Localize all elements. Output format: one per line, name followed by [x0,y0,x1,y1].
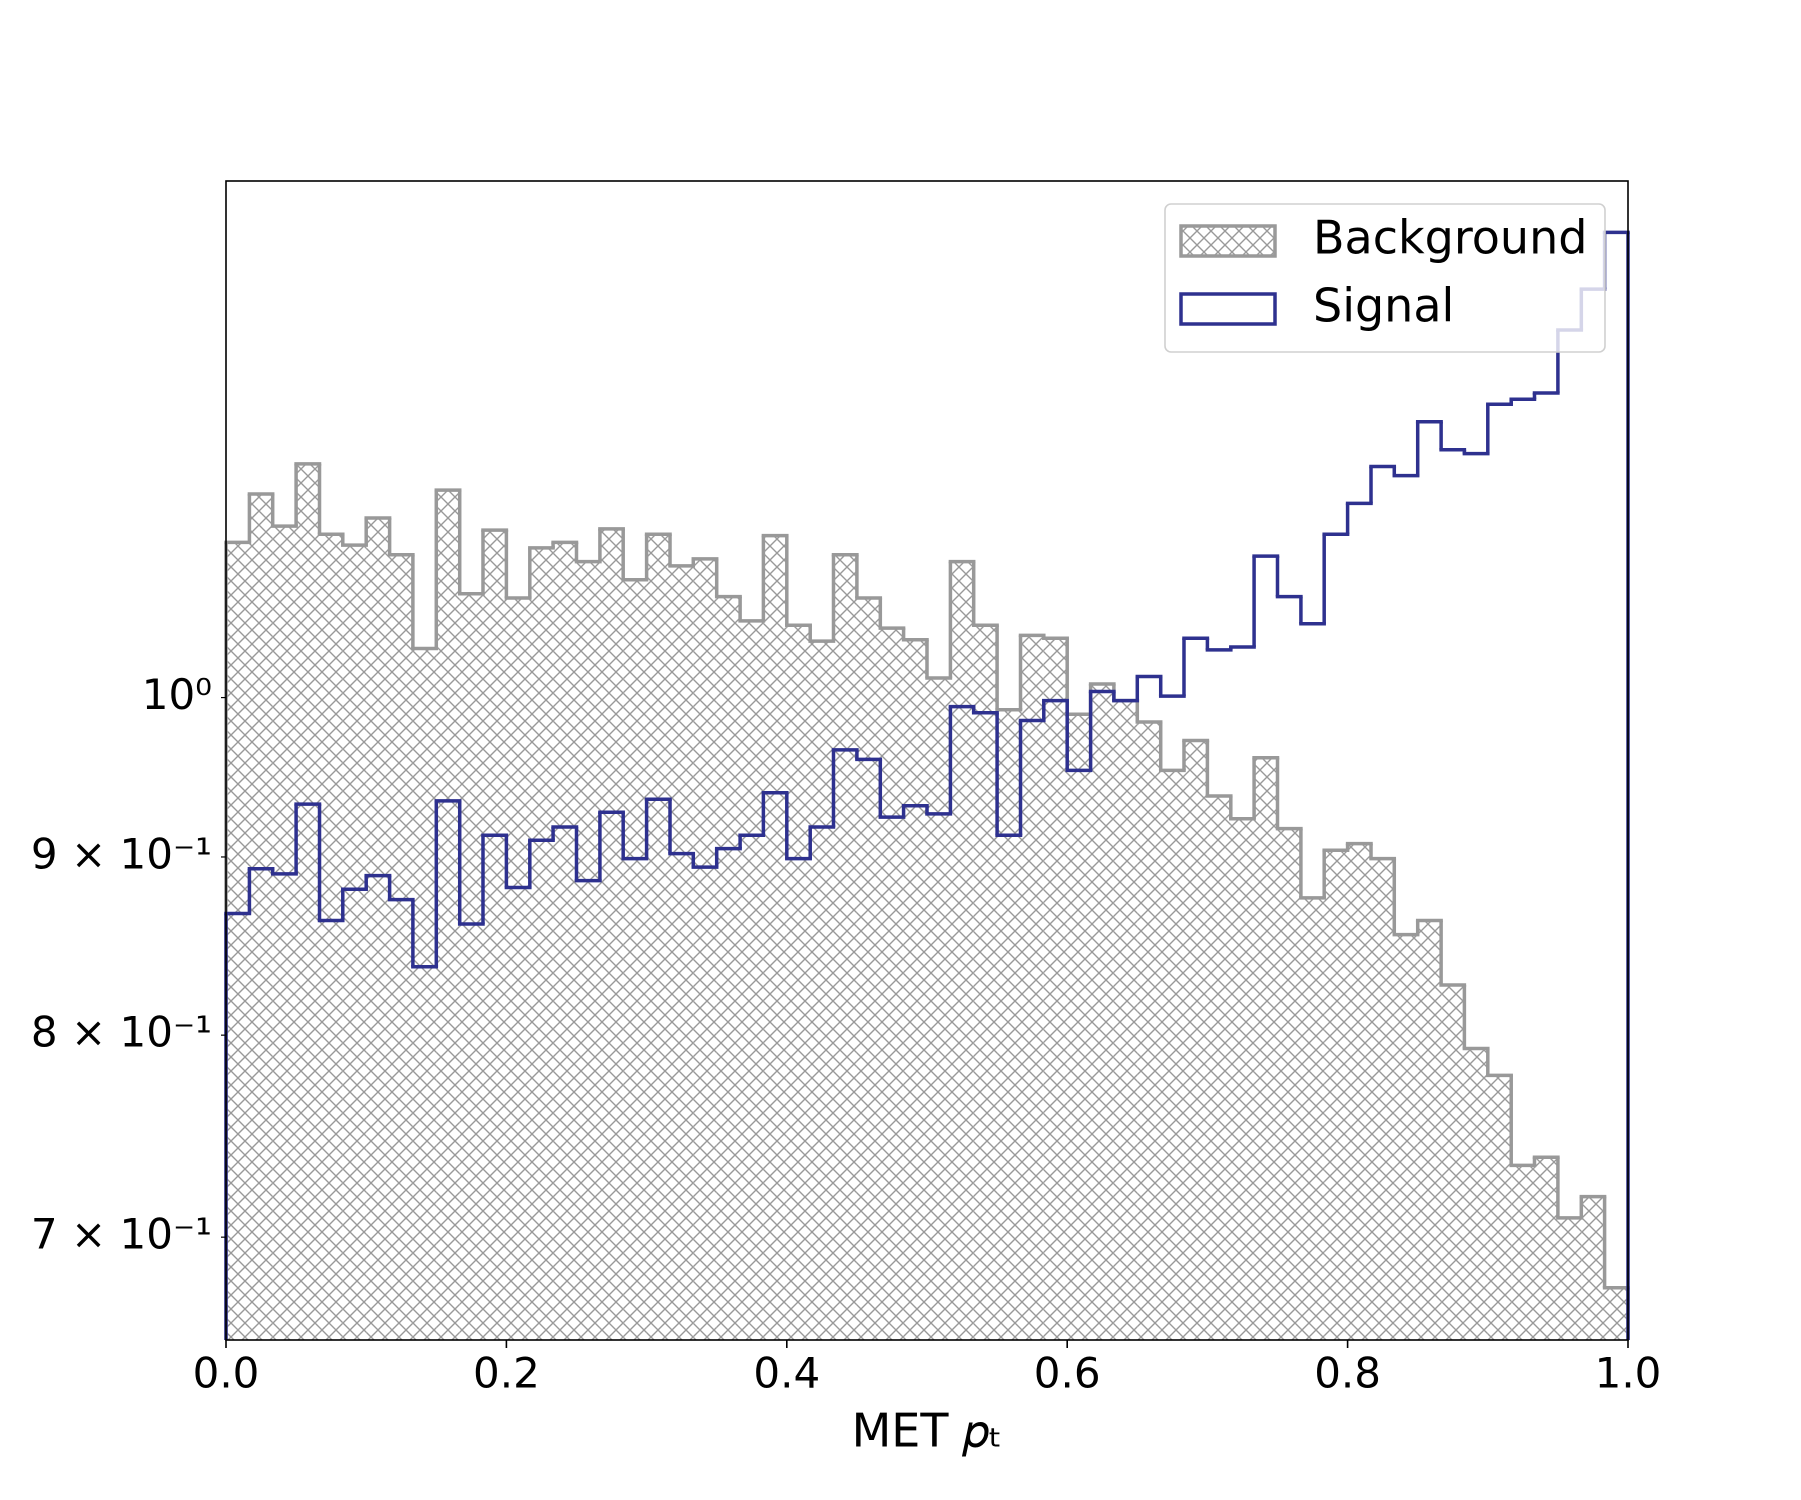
histogram-bar [1371,858,1395,1340]
histogram-bar [1487,1075,1512,1340]
histogram-bar [412,648,437,1340]
histogram-bar [786,625,811,1340]
plot-area [224,230,1630,1341]
legend-swatch [1179,292,1277,326]
histogram-bar [856,598,881,1340]
histogram-bar [506,598,530,1340]
histogram-bar [1277,828,1301,1340]
histogram-bar [927,678,951,1340]
histogram-bar [226,542,250,1340]
histogram-bar [1394,934,1418,1340]
histogram-bar [973,625,998,1340]
y-tick-label: 9 × 10⁻¹ [31,829,212,878]
histogram-bar [1417,920,1442,1340]
histogram-bar [459,593,483,1340]
histogram-bar [880,628,904,1340]
histogram-bar [810,641,834,1340]
histogram-bar [950,561,974,1340]
x-tick-label: 0.4 [753,1349,820,1398]
histogram-bar [1137,721,1161,1340]
histogram-bar [740,620,764,1340]
histogram-bar [1230,818,1255,1340]
x-tick-label: 0.6 [1034,1349,1101,1398]
y-tick-label: 7 × 10⁻¹ [31,1210,212,1259]
x-tick-label: 1.0 [1595,1349,1662,1398]
x-tick-label: 0.0 [193,1349,260,1398]
histogram-bar [716,596,741,1340]
histogram-bar [1441,984,1465,1340]
histogram-bar [249,494,273,1340]
histogram-bar [272,526,297,1340]
histogram-bar [763,535,787,1340]
histogram-bar [1043,638,1068,1340]
histogram-bar [1183,740,1208,1340]
histogram-bar [1160,770,1184,1340]
histogram-bar [1324,850,1348,1340]
histogram-bar [436,490,460,1340]
histogram-bar [1464,1048,1488,1340]
histogram-bar [319,534,343,1340]
legend-label: Signal [1313,279,1454,333]
histogram-bar [1511,1165,1535,1340]
histogram-bar [903,639,927,1340]
histogram-bar [1557,1217,1582,1340]
histogram-bar [1604,1287,1628,1340]
histogram-bar [342,545,367,1340]
histogram-bar [366,518,390,1340]
histogram-bar [1113,700,1138,1340]
axes-frame [225,180,1629,1341]
histogram-bar [1020,635,1044,1340]
histogram-bar [529,547,554,1340]
histogram-bar [1207,796,1231,1340]
x-axis-label: MET 𝑝ₜ [852,1404,1003,1458]
histogram-bar [576,561,600,1340]
histogram-bar [670,565,694,1340]
histogram-bar [1581,1196,1605,1340]
histogram-bar [1090,684,1114,1340]
histogram-bar [389,554,413,1340]
legend-swatch [1179,224,1277,258]
histogram-bar [646,534,671,1340]
histogram-bar [553,542,577,1340]
histogram-bar [693,558,717,1340]
x-tick-label: 0.2 [473,1349,540,1398]
histogram-bar [296,463,320,1341]
histogram-bar [1067,714,1091,1340]
histogram-bar [833,554,857,1340]
x-tick-label: 0.8 [1314,1349,1381,1398]
histogram-bar [997,709,1021,1340]
y-tick-label: 8 × 10⁻¹ [31,1008,212,1057]
histogram-bar [482,530,507,1340]
histogram-bar [1254,757,1278,1340]
legend-label: Background [1313,211,1587,265]
histogram-bar [623,579,647,1340]
histogram-bar [599,528,624,1340]
y-tick-label: 10⁰ [142,670,212,719]
histogram-bar [1347,843,1372,1340]
histogram-bar [1300,897,1325,1340]
histogram-bar [1534,1157,1558,1340]
